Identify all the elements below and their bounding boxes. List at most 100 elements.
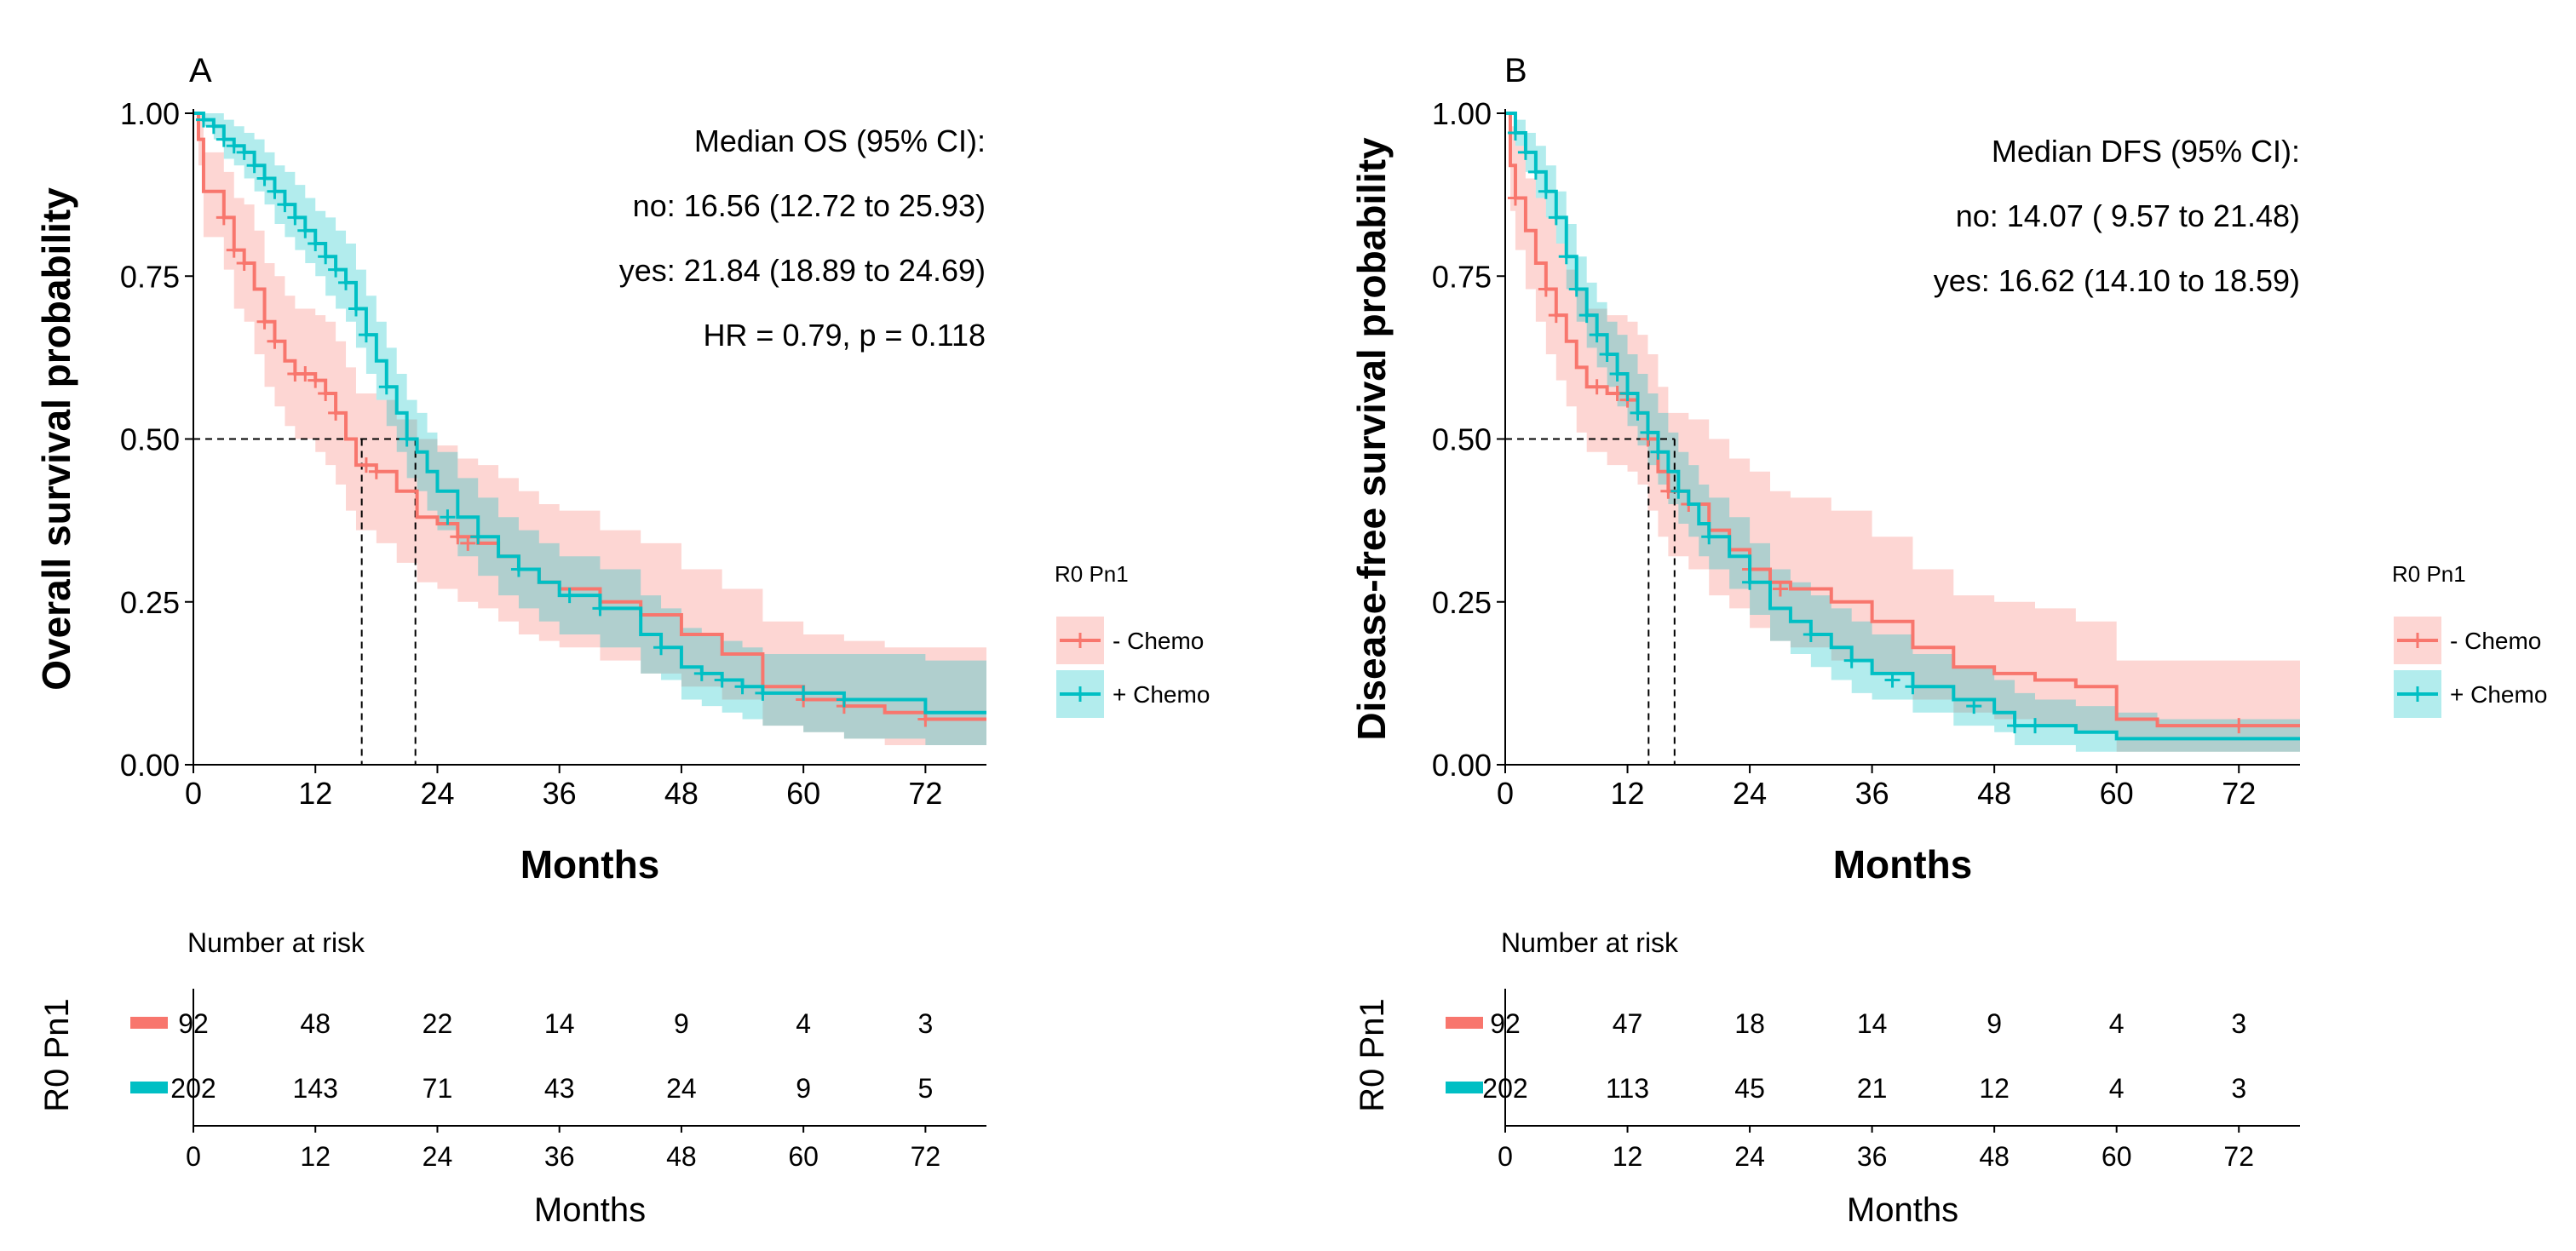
ci-band-plus-chemo	[1505, 113, 2300, 752]
risk-x-tick-label: 48	[1979, 1141, 2010, 1172]
legend-key-censor	[1072, 633, 1088, 648]
risk-table-title: Number at risk	[1501, 927, 1679, 958]
x-tick-label: 0	[185, 776, 202, 811]
censor-mark-plus-chemo	[246, 158, 262, 174]
x-tick-label: 60	[786, 776, 820, 811]
censor-mark-minus-chemo	[358, 457, 374, 473]
censor-mark-plus-chemo	[1640, 424, 1656, 440]
risk-count: 48	[300, 1008, 331, 1039]
risk-count: 3	[917, 1008, 933, 1039]
x-tick-label: 72	[2222, 776, 2256, 811]
risk-x-tick-label: 12	[1613, 1141, 1643, 1172]
censor-mark-minus-chemo	[450, 529, 466, 545]
risk-count: 18	[1734, 1008, 1765, 1039]
censor-mark-plus-chemo	[1517, 144, 1533, 160]
risk-x-tick-label: 48	[666, 1141, 697, 1172]
censor-mark-plus-chemo	[348, 301, 364, 317]
censor-mark-plus-chemo	[1966, 698, 1982, 714]
risk-x-tick-label: 12	[300, 1141, 331, 1172]
censor-mark-minus-chemo	[216, 209, 232, 226]
legend-key-censor	[2410, 633, 2425, 648]
annotation-line: Median DFS (95% CI):	[1992, 134, 2300, 169]
legend-label-plus-chemo: + Chemo	[1113, 681, 1210, 708]
risk-row-color-key	[1446, 1082, 1483, 1093]
censor-mark-plus-chemo	[1609, 366, 1625, 382]
censor-mark-plus-chemo	[836, 691, 852, 708]
ci-band-minus-chemo	[1505, 113, 2300, 752]
legend-key-censor	[2410, 686, 2425, 702]
x-tick-label: 24	[1733, 776, 1767, 811]
x-tick-label: 36	[543, 776, 577, 811]
x-tick-label: 36	[1855, 776, 1889, 811]
censor-mark-plus-chemo	[338, 274, 354, 290]
risk-count: 3	[2231, 1073, 2246, 1104]
risk-count: 9	[1987, 1008, 2002, 1039]
censor-mark-minus-chemo	[1507, 190, 1523, 206]
censor-mark-plus-chemo	[308, 236, 324, 251]
censor-mark-minus-chemo	[226, 242, 242, 258]
censor-mark-minus-chemo	[256, 313, 273, 330]
censor-mark-minus-chemo	[267, 333, 283, 349]
risk-count: 12	[1979, 1073, 2010, 1104]
risk-x-axis-title: Months	[534, 1191, 646, 1229]
censor-mark-plus-chemo	[1548, 209, 1564, 226]
panel-b: B 0 12 24 36 48 60 72 0.00 0.25 0.50 0.75 1.00 Months…	[1349, 52, 2547, 1229]
censor-mark-plus-chemo	[195, 112, 211, 128]
risk-count: 45	[1734, 1073, 1765, 1104]
risk-count: 5	[917, 1073, 933, 1104]
risk-count: 9	[796, 1073, 811, 1104]
censor-mark-minus-chemo	[1589, 379, 1605, 395]
risk-count: 4	[796, 1008, 811, 1039]
legend-label-plus-chemo: + Chemo	[2450, 681, 2547, 708]
y-tick-label: 0.25	[1432, 585, 1492, 620]
x-tick-label: 0	[1497, 776, 1514, 811]
censor-mark-minus-chemo	[297, 366, 313, 382]
censor-mark-minus-chemo	[368, 463, 384, 479]
risk-x-tick-label: 24	[423, 1141, 453, 1172]
annotation-line: Median OS (95% CI):	[694, 123, 986, 158]
panel-letter: B	[1504, 52, 1527, 89]
y-tick-label: 0.25	[120, 585, 180, 620]
risk-count: 143	[293, 1073, 338, 1104]
censor-mark-plus-chemo	[470, 529, 486, 545]
annotation-line: no: 14.07 ( 9.57 to 21.48)	[1956, 198, 2300, 233]
legend-label-minus-chemo: - Chemo	[1113, 628, 1204, 654]
y-tick-label: 0.00	[1432, 748, 1492, 783]
censor-mark-plus-chemo	[510, 561, 526, 577]
censor-mark-plus-chemo	[1538, 183, 1554, 199]
censor-mark-plus-chemo	[318, 249, 334, 265]
risk-count: 71	[423, 1073, 453, 1104]
risk-x-tick-label: 0	[186, 1141, 201, 1172]
legend-key-censor	[1072, 686, 1088, 702]
censor-mark-minus-chemo	[1772, 581, 1788, 597]
x-tick-label: 48	[1977, 776, 2011, 811]
censor-mark-plus-chemo	[1558, 249, 1574, 265]
y-tick-label: 0.75	[120, 259, 180, 294]
risk-table-ylabel: R0 Pn1	[38, 998, 76, 1111]
censor-mark-plus-chemo	[592, 600, 608, 617]
survival-curve-minus-chemo	[193, 112, 986, 721]
annotation-line: yes: 21.84 (18.89 to 24.69)	[619, 253, 986, 288]
censor-mark-plus-chemo	[399, 431, 415, 447]
risk-count: 4	[2109, 1073, 2125, 1104]
y-tick-label: 0.00	[120, 748, 180, 783]
risk-x-tick-label: 72	[911, 1141, 941, 1172]
y-tick-label: 1.00	[1432, 96, 1492, 131]
ci-band-minus-chemo	[193, 113, 986, 746]
censor-mark-minus-chemo	[1548, 307, 1564, 324]
censor-mark-plus-chemo	[358, 327, 374, 343]
x-tick-label: 48	[664, 776, 699, 811]
panel-a: A 0 12 24 36 48 60 72 0.00 0.25 0.50 0.75 1.00 Months…	[34, 52, 1210, 1229]
censor-mark-minus-chemo	[328, 405, 344, 421]
risk-count: 9	[674, 1008, 689, 1039]
censor-mark-plus-chemo	[1599, 347, 1615, 363]
risk-count: 4	[2109, 1008, 2125, 1039]
risk-count: 14	[1857, 1008, 1888, 1039]
y-tick-label: 0.50	[120, 422, 180, 457]
ci-band-plus-chemo	[193, 113, 986, 746]
censor-mark-plus-chemo	[1742, 574, 1758, 590]
y-tick-label: 0.50	[1432, 422, 1492, 457]
risk-table-ylabel: R0 Pn1	[1354, 998, 1391, 1111]
censor-mark-plus-chemo	[693, 665, 710, 681]
censor-mark-plus-chemo	[2027, 718, 2043, 734]
